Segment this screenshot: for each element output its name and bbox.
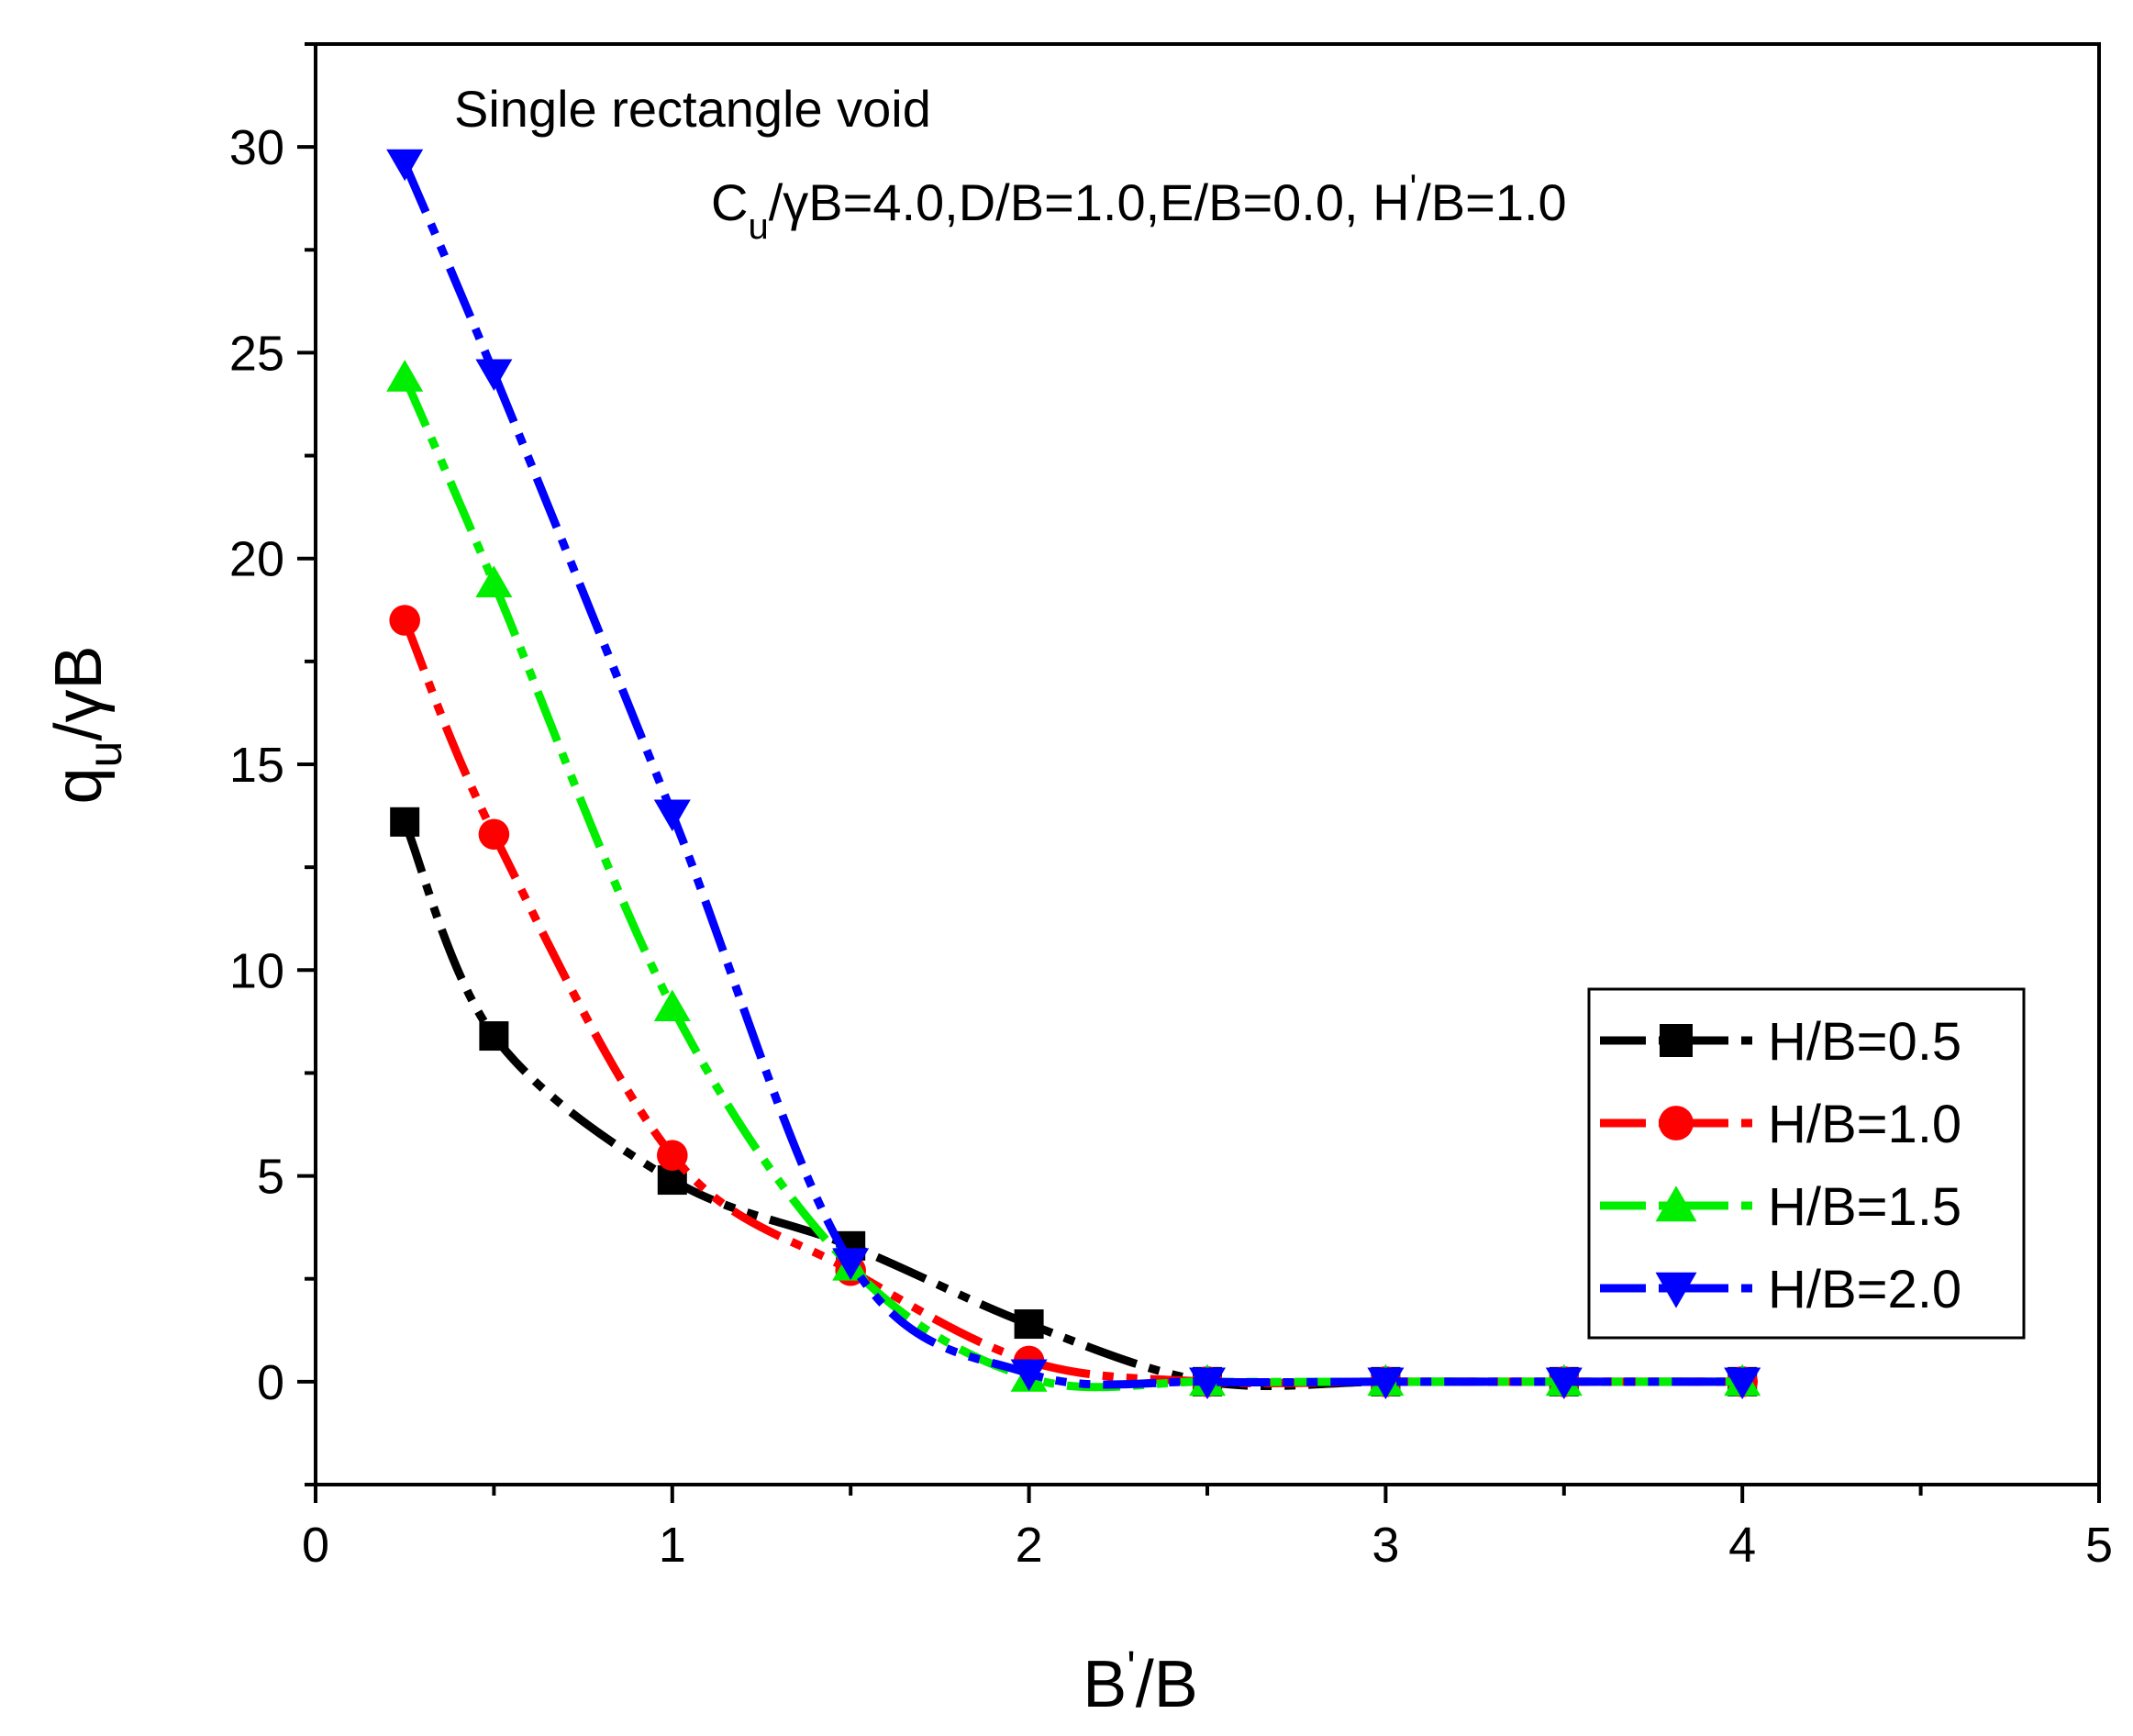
series-line-H/B=1.5 xyxy=(401,375,1743,1392)
data-point-H/B=2.0-1.5 xyxy=(832,1248,870,1280)
y-axis-title-rest: /γB xyxy=(42,646,116,741)
series-H/B=2.0 xyxy=(386,149,1761,1400)
annotation-cu-sub: u xyxy=(748,206,768,247)
x-tick-label: 4 xyxy=(1728,1518,1756,1573)
series-line-H/B=1.0 xyxy=(401,618,1743,1388)
x-tick-label: 0 xyxy=(302,1518,329,1573)
data-point-H/B=0.5-2 xyxy=(1014,1309,1044,1340)
legend: H/B=0.5 H/B=1.0 H/B=1.5 H/B=2.0 xyxy=(1587,987,2026,1340)
text-layer: Single rectangle void Cu/γB=4.0,D/B=1.0,… xyxy=(42,80,1567,1721)
y-axis-title: qu/γB xyxy=(42,646,132,805)
y-tick-label: 25 xyxy=(229,326,284,381)
data-point-H/B=2.0-0.5 xyxy=(475,359,513,392)
annotation-prime: ' xyxy=(1410,168,1417,208)
legend-marker xyxy=(1655,1185,1697,1222)
data-point-H/B=1.0-0.5 xyxy=(478,818,510,851)
y-tick-label: 20 xyxy=(229,532,284,587)
data-point-H/B=1.5-0.5 xyxy=(475,565,513,597)
series-H/B=1.0 xyxy=(389,605,1758,1397)
y-tick-label: 5 xyxy=(257,1150,284,1205)
x-axis-title-b: B xyxy=(1083,1648,1127,1721)
series-H/B=1.5 xyxy=(386,360,1761,1397)
legend-entry-H/B=1.0: H/B=1.0 xyxy=(1600,1095,1961,1154)
series-line-H/B=2.0 xyxy=(401,161,1743,1389)
legend-entry-H/B=1.5: H/B=1.5 xyxy=(1600,1177,1961,1237)
y-tick-label: 15 xyxy=(229,738,284,793)
x-tick-label: 3 xyxy=(1372,1518,1399,1573)
legend-entry-H/B=0.5: H/B=0.5 xyxy=(1600,1012,1961,1072)
x-axis-title: B'/B xyxy=(1083,1641,1198,1721)
legend-marker xyxy=(1655,1272,1697,1308)
data-point-H/B=2.0-3 xyxy=(1367,1367,1405,1400)
data-point-H/B=0.5-0.5 xyxy=(479,1021,509,1052)
data-point-H/B=2.0-2.5 xyxy=(1189,1367,1226,1400)
data-point-H/B=1.0-1 xyxy=(657,1140,688,1171)
annotation-params-end: /B=1.0 xyxy=(1416,173,1566,231)
legend-entry-H/B=2.0: H/B=2.0 xyxy=(1600,1260,1961,1319)
series-H/B=0.5 xyxy=(390,807,1758,1397)
data-point-H/B=1.5-0.25 xyxy=(386,360,424,392)
x-tick-label: 1 xyxy=(659,1518,686,1573)
annotation-params: /γB=4.0,D/B=1.0,E/B=0.0, H xyxy=(769,173,1410,231)
legend-label: H/B=2.0 xyxy=(1768,1260,1961,1319)
series-line-H/B=0.5 xyxy=(401,820,1743,1391)
data-point-H/B=2.0-2 xyxy=(1010,1359,1048,1392)
axes-layer: 0 1 2 3 4 5 0 5 10 15 20 25 30 xyxy=(229,42,2113,1573)
x-axis-title-prime: ' xyxy=(1127,1641,1136,1693)
data-point-H/B=2.0-4 xyxy=(1724,1367,1761,1400)
data-point-H/B=1.5-1 xyxy=(653,989,691,1022)
legend-marker xyxy=(1659,1106,1694,1141)
data-point-H/B=2.0-0.25 xyxy=(386,149,424,182)
y-tick-label: 10 xyxy=(229,943,284,998)
y-axis-title-q: q xyxy=(42,767,116,804)
legend-marker xyxy=(1660,1024,1693,1057)
x-axis-title-rest: /B xyxy=(1136,1648,1198,1721)
data-point-H/B=1.0-0.25 xyxy=(389,605,421,636)
annotation-line2: Cu/γB=4.0,D/B=1.0,E/B=0.0, H'/B=1.0 xyxy=(711,168,1567,247)
legend-label: H/B=1.5 xyxy=(1768,1177,1961,1237)
x-tick-label: 5 xyxy=(2085,1518,2113,1573)
data-point-H/B=2.0-1 xyxy=(653,799,691,832)
y-axis-title-sub: u xyxy=(79,741,132,768)
y-tick-label: 0 xyxy=(257,1355,284,1410)
legend-label: H/B=0.5 xyxy=(1768,1012,1961,1072)
legend-label: H/B=1.0 xyxy=(1768,1095,1961,1154)
annotation-cu: C xyxy=(711,173,748,231)
data-point-H/B=0.5-0.25 xyxy=(390,807,420,837)
y-tick-label: 30 xyxy=(229,120,284,175)
series-layer xyxy=(386,149,1761,1400)
x-tick-label: 2 xyxy=(1016,1518,1043,1573)
annotation-line1: Single rectangle void xyxy=(454,80,931,138)
data-point-H/B=2.0-3.5 xyxy=(1545,1367,1583,1400)
